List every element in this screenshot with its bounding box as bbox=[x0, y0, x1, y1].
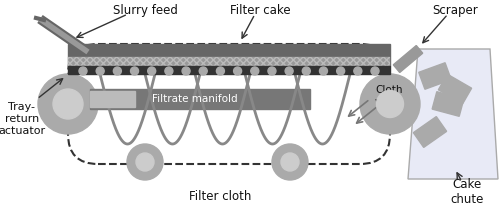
Bar bbox=[90, 91, 135, 107]
Bar bbox=[68, 57, 390, 66]
Circle shape bbox=[268, 67, 276, 75]
Bar bbox=[419, 63, 451, 89]
Text: Scraper: Scraper bbox=[432, 3, 478, 16]
Circle shape bbox=[136, 153, 154, 171]
Circle shape bbox=[114, 67, 122, 75]
Circle shape bbox=[182, 67, 190, 75]
Text: Slurry feed: Slurry feed bbox=[112, 3, 178, 16]
Circle shape bbox=[127, 144, 163, 180]
Circle shape bbox=[96, 67, 104, 75]
Circle shape bbox=[272, 144, 308, 180]
Circle shape bbox=[165, 67, 173, 75]
Circle shape bbox=[336, 67, 344, 75]
Circle shape bbox=[130, 67, 138, 75]
Circle shape bbox=[216, 67, 224, 75]
Circle shape bbox=[199, 67, 207, 75]
Text: Cake
chute: Cake chute bbox=[450, 178, 484, 206]
Circle shape bbox=[371, 67, 379, 75]
Circle shape bbox=[234, 67, 241, 75]
Bar bbox=[414, 117, 446, 147]
Circle shape bbox=[79, 67, 87, 75]
Circle shape bbox=[251, 67, 259, 75]
Text: Tray-
return
actuator: Tray- return actuator bbox=[0, 102, 46, 136]
Bar bbox=[90, 89, 310, 109]
Text: Filtrate manifold: Filtrate manifold bbox=[152, 94, 238, 104]
Text: Filter cake: Filter cake bbox=[230, 3, 290, 16]
Circle shape bbox=[360, 74, 420, 134]
Circle shape bbox=[320, 67, 328, 75]
Circle shape bbox=[148, 67, 156, 75]
Bar bbox=[68, 66, 390, 74]
Circle shape bbox=[281, 153, 299, 171]
Bar bbox=[68, 44, 390, 66]
Circle shape bbox=[302, 67, 310, 75]
Circle shape bbox=[354, 67, 362, 75]
Bar bbox=[394, 46, 422, 73]
Text: Filter cloth: Filter cloth bbox=[189, 190, 251, 202]
Text: Cloth
wash: Cloth wash bbox=[375, 85, 402, 107]
Bar bbox=[438, 74, 472, 104]
Circle shape bbox=[53, 89, 83, 119]
Bar bbox=[432, 92, 464, 116]
Circle shape bbox=[376, 91, 404, 117]
Polygon shape bbox=[408, 49, 498, 179]
Circle shape bbox=[38, 74, 98, 134]
Circle shape bbox=[285, 67, 293, 75]
